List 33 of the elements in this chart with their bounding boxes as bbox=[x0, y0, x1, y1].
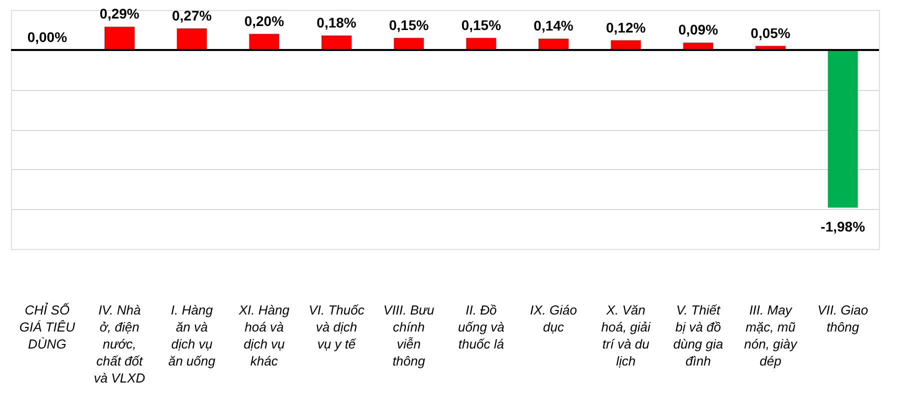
data-label: 0,29% bbox=[100, 6, 140, 22]
x-tick-label: V. Thiết bị và đồ dùng gia đình bbox=[673, 302, 724, 368]
data-label: 0,27% bbox=[172, 7, 212, 24]
x-tick-label: VIII. Bưu chính viễn thông bbox=[383, 302, 434, 368]
bar bbox=[538, 38, 568, 50]
bar bbox=[249, 34, 280, 50]
data-label: -1,98% bbox=[820, 218, 866, 235]
x-tick-label: X. Văn hoá, giải trí và du lịch bbox=[601, 302, 652, 368]
data-label: 0,18% bbox=[316, 14, 357, 30]
x-tick-label: IX. Giáo dục bbox=[530, 302, 577, 334]
x-tick-label: XI. Hàng hoá và dịch vụ khác bbox=[238, 302, 290, 368]
x-tick-label: CHỈ SỐ GIÁ TIÊU DÙNG bbox=[19, 302, 76, 352]
bar bbox=[828, 50, 858, 208]
x-tick-label: VI. Thuốc và dịch vụ y tế bbox=[308, 302, 365, 352]
data-label: 0,15% bbox=[461, 16, 502, 33]
data-label: 0,12% bbox=[606, 19, 646, 36]
bar bbox=[322, 35, 352, 50]
bar bbox=[104, 26, 134, 50]
bar bbox=[466, 38, 496, 50]
data-label: 0,09% bbox=[678, 22, 719, 38]
bar bbox=[394, 38, 424, 50]
data-label: 0,14% bbox=[534, 18, 574, 34]
x-tick-label: III. May mặc, mũ nón, giày dép bbox=[744, 302, 798, 368]
data-label: 0,05% bbox=[750, 24, 791, 41]
data-label: 0,00% bbox=[27, 28, 68, 45]
data-label: 0,15% bbox=[388, 16, 430, 33]
x-tick-label: II. Đồ uống và thuốc lá bbox=[458, 302, 504, 352]
x-tick-label: IV. Nhà ở, điện nước, chất đốt và VLXD bbox=[94, 302, 146, 386]
data-label: 0,20% bbox=[244, 12, 285, 29]
x-tick-label: VII. Giao thông bbox=[818, 302, 868, 334]
bar bbox=[176, 28, 207, 50]
bar bbox=[683, 42, 714, 50]
x-tick-label: I. Hàng ăn và dịch vụ ăn uống bbox=[168, 302, 216, 368]
